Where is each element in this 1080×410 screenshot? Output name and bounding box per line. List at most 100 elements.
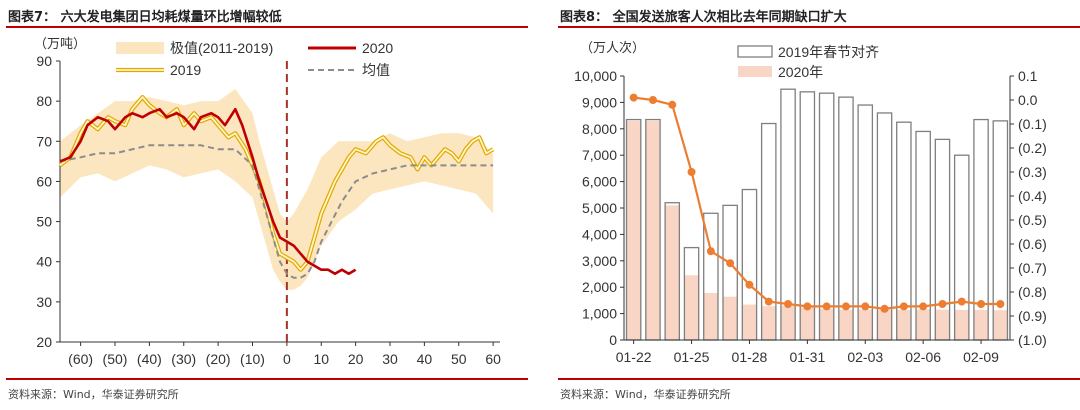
left-y-tick-label: 5,000 <box>582 200 617 216</box>
bar-2020 <box>973 309 989 340</box>
left-source-rule <box>6 378 528 380</box>
right-y-tick-label: (0.2) <box>1018 140 1047 156</box>
x-tick-label: (30) <box>171 351 196 367</box>
yoy-ratio-point <box>629 93 638 102</box>
bar-2020 <box>877 309 892 340</box>
x-tick-label: 02-03 <box>847 349 883 365</box>
x-tick-label: 01-25 <box>674 349 710 365</box>
left-y-tick-label: 10,000 <box>574 68 617 84</box>
bar-2020 <box>703 293 718 340</box>
bar-2020 <box>819 308 834 340</box>
bar-2020 <box>761 306 776 340</box>
right-y-tick-label: (0.4) <box>1018 188 1047 204</box>
x-tick-label: 10 <box>313 351 329 367</box>
y-tick-label: 90 <box>36 53 52 69</box>
yoy-ratio-point <box>957 297 966 306</box>
left-y-tick-label: 6,000 <box>582 174 617 190</box>
yoy-ratio-point <box>822 302 831 311</box>
bar-2020 <box>742 304 757 340</box>
x-tick-label: 01-22 <box>616 349 652 365</box>
y-tick-label: 70 <box>36 133 52 149</box>
x-tick-label: 01-28 <box>732 349 768 365</box>
legend-label-2020: 2020年 <box>778 64 823 80</box>
x-tick-label: 01-31 <box>789 349 825 365</box>
legend-label-2019: 2019 <box>170 62 201 78</box>
right-y-tick-label: (1.0) <box>1018 332 1047 348</box>
x-tick-label: (20) <box>206 351 231 367</box>
x-tick-label: (10) <box>240 351 265 367</box>
left-y-tick-label: 4,000 <box>582 226 617 242</box>
left-chart-panel: 图表7： 六大发电集团日均耗煤量环比增幅较低 20 30 40 50 60 70 80 90 (… <box>0 0 528 410</box>
yoy-ratio-point <box>764 297 773 306</box>
bar-2020 <box>896 309 911 340</box>
series-mean-line <box>59 144 494 279</box>
bar-2020 <box>935 309 950 340</box>
left-chart-svg: 20 30 40 50 60 70 80 90 (60) (50) (40) (30) (20) (10)… <box>34 36 501 367</box>
yoy-ratio-point <box>841 302 850 311</box>
yoy-ratio-point <box>706 247 715 256</box>
left-y-tick-label: 7,000 <box>582 147 617 163</box>
x-tick-label: 02-06 <box>905 349 941 365</box>
yoy-ratio-point <box>726 259 735 268</box>
bar-2020 <box>780 305 796 340</box>
right-chart-svg: 0 1,000 2,000 3,000 4,000 5,000 6,000 7,000 8,00… <box>574 40 1047 365</box>
x-tick-label: 20 <box>348 351 364 367</box>
bar-2020 <box>665 205 680 340</box>
yoy-ratio-point <box>861 302 870 311</box>
bar-2020 <box>645 120 661 340</box>
y-tick-label: 60 <box>36 173 52 189</box>
x-tick-label: (60) <box>68 351 93 367</box>
left-chart-title: 图表7： 六大发电集团日均耗煤量环比增幅较低 <box>8 10 282 25</box>
right-y-tick-label: (0.5) <box>1018 212 1047 228</box>
x-tick-label: 40 <box>417 351 433 367</box>
yoy-ratio-point <box>938 300 947 308</box>
bar-2020 <box>800 307 815 340</box>
right-chart-title: 图表8： 全国发送旅客人次相比去年同期缺口扩大 <box>560 10 847 25</box>
x-tick-label: 02-09 <box>963 349 999 365</box>
y-tick-label: 50 <box>36 214 52 230</box>
right-y-tick-label: 0.0 <box>1018 92 1038 108</box>
yoy-ratio-point <box>687 168 696 176</box>
x-tick-label: 60 <box>485 351 501 367</box>
yoy-ratio-point <box>919 302 928 311</box>
right-y-tick-label: (0.6) <box>1018 236 1047 252</box>
series-2020-line <box>59 107 357 276</box>
x-tick-label: (40) <box>137 351 162 367</box>
right-chart-panel: 图表8： 全国发送旅客人次相比去年同期缺口扩大 0 1,000 2,000 3,000… <box>552 0 1080 410</box>
y-tick-label: 80 <box>36 93 52 109</box>
y-tick-label: 20 <box>36 334 52 350</box>
right-source-rule <box>558 378 1080 380</box>
y-tick-label: 30 <box>36 294 52 310</box>
x-tick-label: 0 <box>283 351 291 367</box>
right-title-rule <box>558 26 1080 28</box>
right-y-tick-label: (0.3) <box>1018 164 1047 180</box>
bar-2020 <box>723 296 738 340</box>
x-tick-label: (50) <box>103 351 128 367</box>
legend-swatch-2019-aligned <box>737 45 773 58</box>
yoy-ratio-point <box>977 300 986 308</box>
right-y-tick-label: (0.9) <box>1018 308 1047 324</box>
right-y-tick-label: (0.8) <box>1018 284 1047 300</box>
legend-swatch-extreme-range <box>116 42 164 54</box>
left-y-tick-label: 1,000 <box>582 306 617 322</box>
legend-swatch-2020 <box>738 66 772 77</box>
right-y-tick-label: (0.7) <box>1018 260 1047 276</box>
left-y-tick-label: 2,000 <box>582 279 617 295</box>
legend-label-extreme-range: 极值(2011-2019) <box>170 40 273 56</box>
left-y-tick-label: 3,000 <box>582 253 617 269</box>
bar-2020 <box>993 310 1008 340</box>
left-source-note: 资料来源：Wind，华泰证券研究所 <box>8 388 179 401</box>
yoy-ratio-point <box>648 96 657 104</box>
bar-2020 <box>954 309 969 340</box>
yoy-ratio-point <box>803 302 812 311</box>
right-y-tick-label: (0.1) <box>1018 116 1047 132</box>
yoy-ratio-point <box>668 100 677 109</box>
series-2019-line <box>59 96 494 271</box>
yoy-ratio-point <box>745 280 754 289</box>
bar-2020 <box>838 309 854 340</box>
bar-2020 <box>916 309 931 340</box>
yoy-ratio-point <box>880 304 889 313</box>
bar-2020 <box>626 120 641 340</box>
right-source-note: 资料来源：Wind，华泰证券研究所 <box>560 388 731 401</box>
yoy-ratio-point <box>996 300 1005 308</box>
